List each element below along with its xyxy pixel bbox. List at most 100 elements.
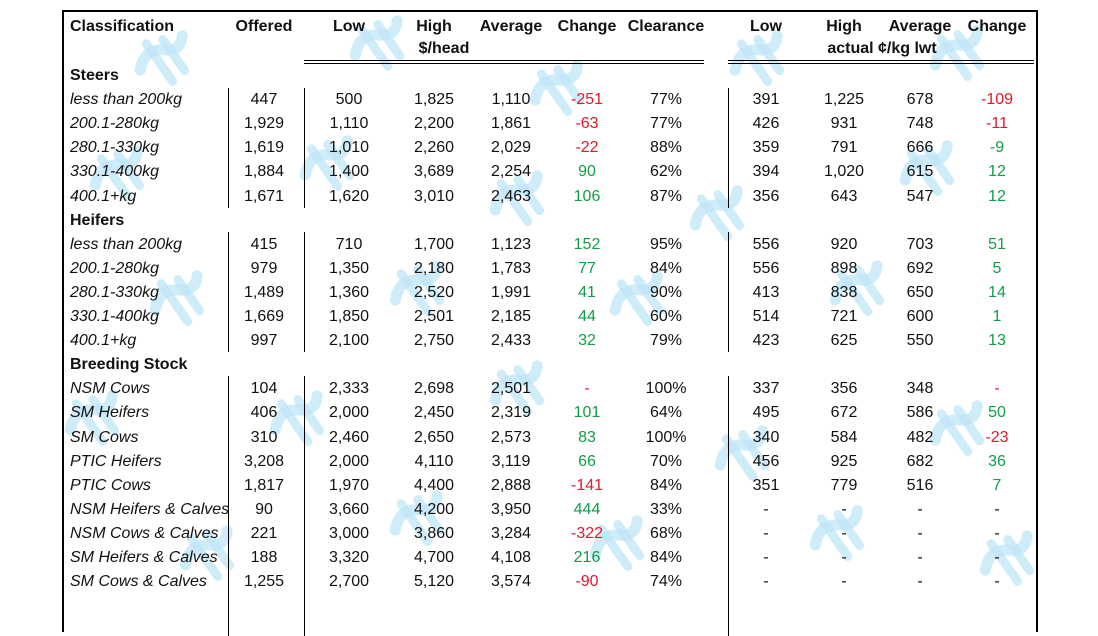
cell-clearance: 100% [645,380,687,398]
cell-change-kg: 51 [988,235,1006,253]
cell-average: 2,463 [490,187,532,205]
cell-average: 2,029 [490,139,532,157]
cell-low-kg: 423 [752,332,780,350]
cell-average: 2,501 [490,380,532,398]
header-low: Low [333,18,365,35]
cell-change-kg: -23 [985,428,1009,446]
cell-clearance: 68% [649,524,683,542]
header-unit-cents-kg: actual ¢/kg lwt [827,40,937,57]
cell-change: 41 [578,283,596,301]
cell-offered: 310 [250,428,278,446]
cell-change: 444 [573,500,601,518]
cell-change-kg: - [994,524,1000,542]
cell-high-kg: 643 [830,187,858,205]
cell-average: 3,950 [490,500,532,518]
cell-low: 1,350 [328,259,370,277]
cell-change: 32 [578,332,596,350]
cell-high-kg: 779 [830,476,858,494]
cell-change: 106 [573,187,601,205]
section-heading: Breeding Stock [70,356,188,374]
divider-offered-steers [228,88,229,208]
cell-change-kg: 1 [992,308,1002,325]
cell-clearance: 33% [649,500,683,518]
cell-low: 1,360 [328,283,370,301]
row-label: SM Heifers & Calves [70,549,218,566]
row-label: 400.1+kg [70,332,137,350]
cell-high: 5,120 [413,573,455,591]
cell-high-kg: 920 [830,235,858,253]
cell-offered: 221 [250,524,278,542]
cell-change-kg: 13 [988,332,1006,350]
cell-change: 83 [578,428,596,446]
row-label: 280.1-330kg [70,139,159,157]
cell-low-kg: 351 [752,476,780,494]
cell-low-kg: 391 [752,91,780,109]
row-label: PTIC Heifers [70,452,162,470]
cell-high-kg: 584 [830,428,858,446]
cell-offered: 415 [250,235,278,253]
cell-change: -63 [575,115,599,133]
cell-average-kg: 703 [906,235,934,253]
cell-low-kg: 394 [752,163,780,181]
header-underline-kg-1 [728,60,1034,61]
cell-high: 3,689 [413,163,455,181]
cell-low-kg: - [763,500,769,518]
cell-offered: 104 [250,380,278,398]
cell-low: 2,700 [328,573,370,591]
cell-high-kg: - [841,500,847,518]
cell-low-kg: 514 [752,308,780,325]
divider-price-heifers [304,232,305,352]
header-underline-head-2 [304,63,704,64]
cell-low-kg: - [763,524,769,542]
cell-clearance: 62% [649,163,683,181]
cell-average-kg: 748 [906,115,934,133]
cell-clearance: 84% [649,476,683,494]
cell-high-kg: 898 [830,259,858,277]
cell-offered: 188 [250,549,278,566]
cell-average-kg: 615 [906,163,934,181]
cell-high: 2,650 [413,428,455,446]
header-unit-per-head: $/head [418,40,470,57]
cell-change-kg: -109 [980,91,1014,109]
cell-clearance: 74% [649,573,683,591]
cell-high-kg: 1,225 [823,91,865,109]
cell-change: -22 [575,139,599,157]
cell-average: 2,185 [490,308,532,325]
saleyard-price-table: Classification Offered Low High Average … [62,10,1038,636]
cell-change: -322 [570,524,604,542]
cell-average-kg: 692 [906,259,934,277]
cell-high-kg: 838 [830,283,858,301]
section-heading: Steers [70,67,119,84]
cell-high-kg: - [841,524,847,542]
cell-clearance: 64% [649,404,683,422]
divider-price-steers [304,88,305,208]
cell-average-kg: 516 [906,476,934,494]
cell-high: 2,698 [413,380,455,398]
cell-clearance: 77% [649,91,683,109]
cell-low: 2,460 [328,428,370,446]
cell-high: 2,450 [413,404,455,422]
header-low-kg: Low [750,18,782,35]
cell-offered: 1,255 [243,573,285,591]
cell-average: 1,123 [490,235,532,253]
cell-low: 710 [335,235,363,253]
cell-clearance: 84% [649,259,683,277]
cell-average-kg: 550 [906,332,934,350]
cell-change-kg: 14 [988,283,1006,301]
cell-low-kg: 337 [752,380,780,398]
header-change-kg: Change [967,18,1027,35]
cell-clearance: 79% [649,332,683,350]
cell-clearance: 87% [649,187,683,205]
header-average: Average [479,18,543,35]
cell-change: 152 [573,235,601,253]
cell-high: 4,110 [414,452,454,470]
cell-offered: 979 [250,259,278,277]
cell-high: 4,200 [413,500,455,518]
cell-average: 3,119 [491,452,531,470]
cell-clearance: 100% [645,428,687,446]
divider-offered-breeding [228,376,229,636]
row-label: PTIC Cows [70,476,151,494]
cell-change: -141 [570,476,604,494]
cell-average-kg: 600 [906,308,934,325]
row-label: 280.1-330kg [70,283,159,301]
